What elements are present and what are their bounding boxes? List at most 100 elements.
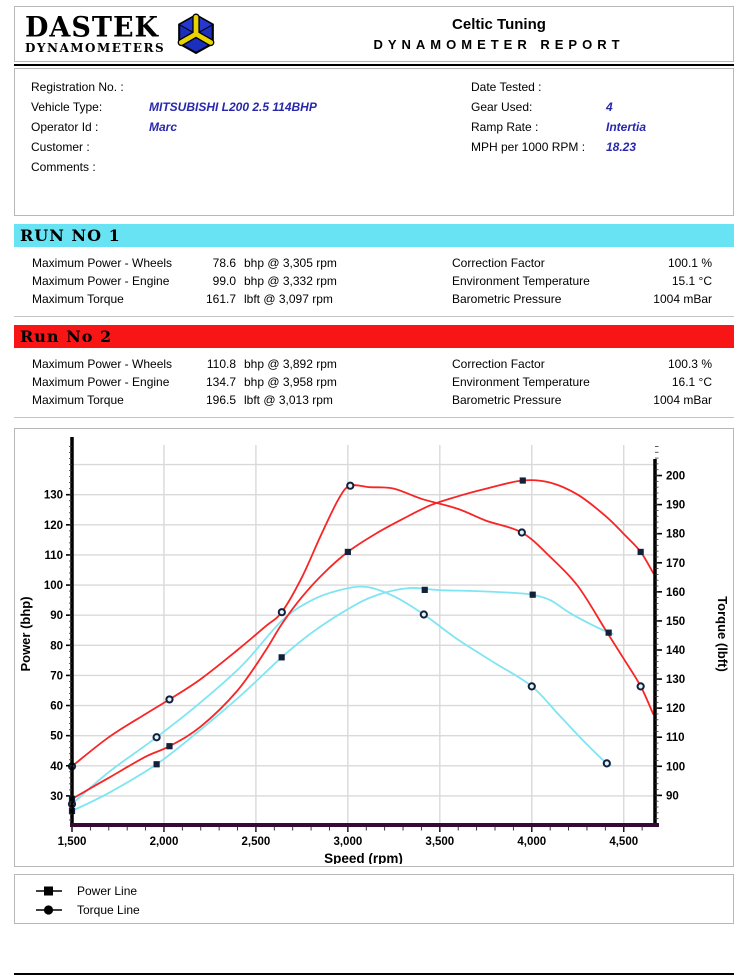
svg-text:2,000: 2,000 <box>150 836 179 848</box>
stat-label: Maximum Power - Wheels <box>32 256 173 270</box>
customer-label: Customer : <box>31 140 90 154</box>
svg-text:Speed (rpm): Speed (rpm) <box>324 851 403 864</box>
stat-unit: bhp @ 3,332 rpm <box>244 274 337 288</box>
svg-text:30: 30 <box>50 791 63 803</box>
env-value: 1004 mBar <box>653 292 712 306</box>
run1-title: RUN NO 1 <box>20 226 121 245</box>
curve-run-2-power <box>71 479 655 800</box>
svg-text:140: 140 <box>666 645 685 657</box>
svg-text:1,500: 1,500 <box>58 836 87 848</box>
stat-label: Maximum Power - Wheels <box>32 357 173 371</box>
run2-title: Run No 2 <box>20 327 113 346</box>
run1-barometric-pressure-row: Barometric Pressure 1004 mBar <box>452 290 716 308</box>
page-bottom-rule <box>14 973 734 975</box>
svg-text:80: 80 <box>50 640 63 652</box>
report-header: DASTEK DYNAMOMETERS Celtic Tuning DYNAMO… <box>14 6 734 62</box>
logo-brand-text: DASTEK <box>25 11 159 44</box>
gear-used-value: 4 <box>606 100 613 114</box>
comments-label: Comments : <box>31 160 96 174</box>
info-row-mph-per-1000rpm: MPH per 1000 RPM : 18.23 <box>471 137 717 157</box>
curve-run-2-torque <box>71 484 655 768</box>
info-row-gear-used: Gear Used: 4 <box>471 97 717 117</box>
svg-text:3,500: 3,500 <box>425 836 454 848</box>
svg-text:150: 150 <box>666 616 685 628</box>
date-tested-label: Date Tested : <box>471 80 542 94</box>
svg-text:Torque (lbft): Torque (lbft) <box>715 596 730 672</box>
svg-text:50: 50 <box>50 731 63 743</box>
svg-text:110: 110 <box>44 550 63 562</box>
svg-text:90: 90 <box>666 790 679 802</box>
stat-unit: bhp @ 3,305 rpm <box>244 256 337 270</box>
page-subtitle: DYNAMOMETER REPORT <box>373 37 625 52</box>
stat-value: 110.8 <box>206 357 236 371</box>
operator-label: Operator Id : <box>31 120 99 134</box>
run2-max-power-engine-row: Maximum Power - Engine 134.7 bhp @ 3,958… <box>32 373 452 391</box>
registration-label: Registration No. : <box>31 80 124 94</box>
mph-per-1000rpm-value: 18.23 <box>606 140 637 154</box>
vehicle-info-section: Registration No. : Vehicle Type: MITSUBI… <box>14 68 734 216</box>
ramp-rate-value: Intertia <box>606 120 647 134</box>
svg-text:130: 130 <box>666 674 685 686</box>
dyno-chart: 30 40 50 60 70 80 90 100 110 120 130 90 100 110 120 130… <box>18 437 730 866</box>
dastek-logo: DASTEK DYNAMOMETERS <box>25 13 275 55</box>
env-value: 1004 mBar <box>653 393 712 407</box>
run2-header-band: Run No 2 <box>14 325 734 348</box>
page-title: Celtic Tuning <box>452 16 546 33</box>
vehicle-type-value: MITSUBISHI L200 2.5 114BHP <box>149 100 317 114</box>
stat-label: Maximum Power - Engine <box>32 375 170 389</box>
legend-power-line: Power Line <box>35 881 733 900</box>
stat-value: 161.7 <box>205 292 236 306</box>
ramp-rate-label: Ramp Rate : <box>471 120 539 134</box>
power-line-marker-icon <box>35 885 63 897</box>
info-row-vehicle-type: Vehicle Type: MITSUBISHI L200 2.5 114BHP <box>31 97 471 117</box>
curve-run-1-power <box>71 587 614 812</box>
svg-text:160: 160 <box>666 587 685 599</box>
svg-text:130: 130 <box>44 490 63 502</box>
svg-text:170: 170 <box>666 558 685 570</box>
env-value: 15.1 °C <box>671 274 712 288</box>
operator-value: Marc <box>149 120 178 134</box>
run2-max-power-wheels-row: Maximum Power - Wheels 110.8 bhp @ 3,892… <box>32 355 452 373</box>
info-row-operator: Operator Id : Marc <box>31 117 471 137</box>
svg-text:4,000: 4,000 <box>517 836 546 848</box>
svg-text:90: 90 <box>50 610 63 622</box>
run1-environment-temperature-row: Environment Temperature 15.1 °C <box>452 272 716 290</box>
run1-max-torque-row: Maximum Torque 161.7 lbft @ 3,097 rpm <box>32 290 452 308</box>
env-label: Barometric Pressure <box>452 393 562 407</box>
stat-value: 134.7 <box>205 375 236 389</box>
chart-legend: Power Line Torque Line <box>14 874 734 924</box>
run2-max-torque-row: Maximum Torque 196.5 lbft @ 3,013 rpm <box>32 391 452 409</box>
run1-max-power-engine-row: Maximum Power - Engine 99.0 bhp @ 3,332 … <box>32 272 452 290</box>
svg-text:70: 70 <box>50 670 63 682</box>
env-value: 16.1 °C <box>671 375 712 389</box>
report-page: DASTEK DYNAMOMETERS Celtic Tuning DYNAMO… <box>14 6 734 975</box>
svg-text:110: 110 <box>666 732 685 744</box>
info-row-ramp-rate: Ramp Rate : Intertia <box>471 117 717 137</box>
svg-text:2,500: 2,500 <box>242 836 271 848</box>
stat-unit: bhp @ 3,892 rpm <box>244 357 337 371</box>
legend-torque-line: Torque Line <box>35 900 733 919</box>
run2-barometric-pressure-row: Barometric Pressure 1004 mBar <box>452 391 716 409</box>
run1-divider <box>14 316 734 317</box>
env-label: Correction Factor <box>452 256 545 270</box>
svg-text:40: 40 <box>50 761 63 773</box>
torque-line-marker-icon <box>35 904 63 916</box>
svg-text:120: 120 <box>666 703 685 715</box>
env-label: Environment Temperature <box>452 375 590 389</box>
svg-text:190: 190 <box>666 500 685 512</box>
env-label: Correction Factor <box>452 357 545 371</box>
svg-text:100: 100 <box>44 580 63 592</box>
run1-stats: Maximum Power - Wheels 78.6 bhp @ 3,305 … <box>14 247 734 312</box>
stat-value: 99.0 <box>212 274 236 288</box>
info-row-date-tested: Date Tested : <box>471 77 717 97</box>
svg-text:3,000: 3,000 <box>333 836 362 848</box>
svg-text:200: 200 <box>666 471 685 483</box>
dyno-chart-panel: 30 40 50 60 70 80 90 100 110 120 130 90 100 110 120 130… <box>14 428 734 867</box>
env-value: 100.1 % <box>667 256 712 270</box>
run1-correction-factor-row: Correction Factor 100.1 % <box>452 254 716 272</box>
info-row-customer: Customer : <box>31 137 471 157</box>
stat-label: Maximum Power - Engine <box>32 274 170 288</box>
run2-correction-factor-row: Correction Factor 100.3 % <box>452 355 716 373</box>
svg-text:Power (bhp): Power (bhp) <box>18 596 33 671</box>
vehicle-type-label: Vehicle Type: <box>31 100 103 114</box>
